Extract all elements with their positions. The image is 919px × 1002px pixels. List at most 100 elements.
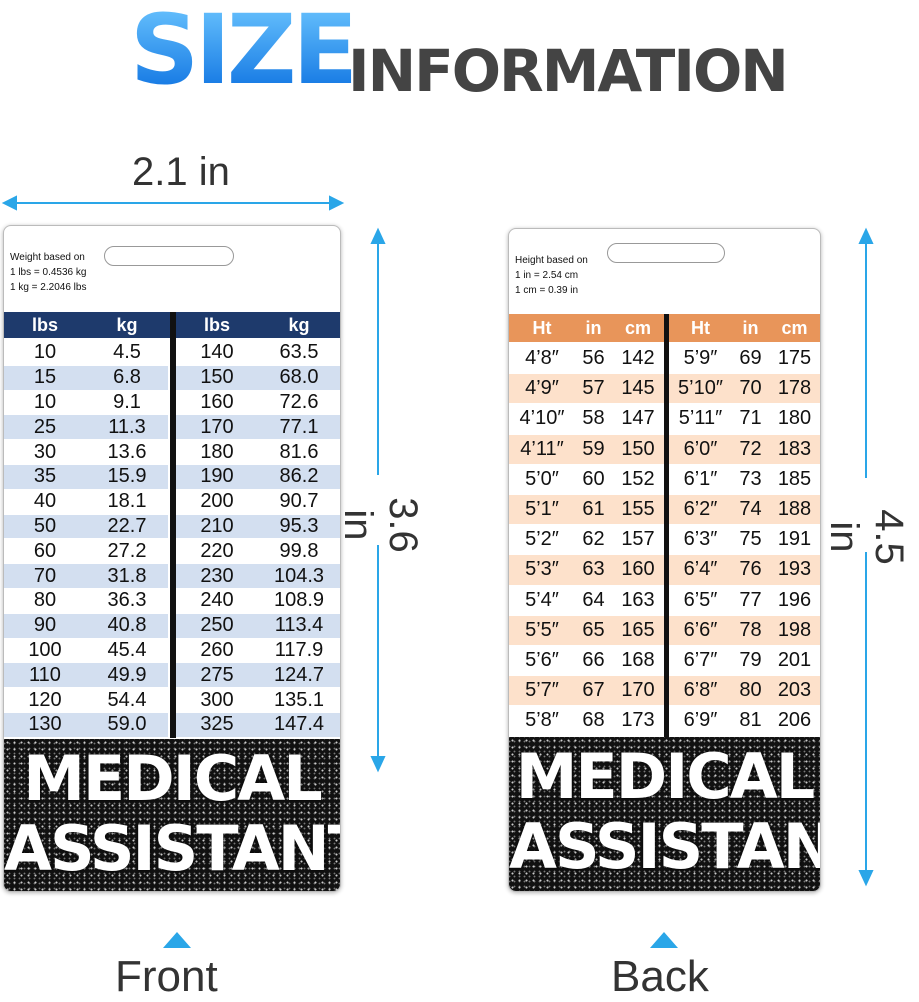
note-line: 1 lbs = 0.4536 kg	[10, 267, 87, 278]
table-cell: 25	[4, 415, 86, 440]
table-cell: 60	[575, 464, 612, 494]
table-cell: 5’1″	[509, 495, 575, 525]
table-cell: 6’2″	[669, 495, 732, 525]
table-cell: 191	[769, 525, 820, 555]
table-cell: 5’11″	[669, 404, 732, 434]
table-cell: 72	[732, 434, 769, 464]
table-cell: 15	[4, 365, 86, 390]
table-cell: 69	[732, 344, 769, 374]
table-cell: 95.3	[258, 514, 340, 539]
table-cell: 77	[732, 585, 769, 615]
banner-text: MEDICAL	[515, 740, 816, 813]
table-cell: 90	[4, 613, 86, 638]
table-cell: 5’0″	[509, 464, 575, 494]
table-cell: 60	[4, 539, 86, 564]
table-cell: 147	[612, 404, 664, 434]
banner-text: ASSISTANT	[4, 812, 341, 885]
table-cell: 18.1	[86, 489, 168, 514]
table-cell: 30	[4, 440, 86, 464]
table-cell: 76	[732, 555, 769, 585]
table-cell: 67	[575, 676, 612, 706]
table-cell: 77.1	[258, 415, 340, 440]
table-cell: 70	[4, 564, 86, 588]
table-cell: 100	[4, 638, 86, 663]
table-cell: 190	[176, 465, 258, 489]
header-cell: kg	[288, 314, 310, 335]
table-cell: 50	[4, 514, 86, 539]
table-cell: 73	[732, 464, 769, 494]
table-cell: 220	[176, 539, 258, 564]
table-cell: 63	[575, 555, 612, 585]
table-cell: 183	[769, 434, 820, 464]
table-cell: 79	[732, 646, 769, 676]
table-cell: 6’3″	[669, 525, 732, 555]
table-cell: 300	[176, 688, 258, 712]
table-cell: 140	[176, 341, 258, 365]
front-card: Weight based on 1 lbs = 0.4536 kg 1 kg = 2…	[3, 225, 341, 892]
table-cell: 150	[176, 365, 258, 390]
table-cell: 230	[176, 564, 258, 588]
table-cell: 81	[732, 706, 769, 736]
note-line: 1 kg = 2.2046 lbs	[10, 282, 87, 293]
table-cell: 49.9	[86, 663, 168, 688]
table-cell: 6’8″	[669, 676, 732, 706]
header-cell: Ht	[691, 317, 710, 338]
table-cell: 163	[612, 585, 664, 615]
table-cell: 201	[769, 646, 820, 676]
table-cell: 65	[575, 615, 612, 645]
table-cell: 59.0	[86, 713, 168, 737]
table-cell: 71	[732, 404, 769, 434]
table-cell: 157	[612, 525, 664, 555]
table-cell: 6’6″	[669, 615, 732, 645]
table-cell: 120	[4, 688, 86, 712]
table-cell: 240	[176, 589, 258, 613]
table-cell: 155	[612, 495, 664, 525]
table-cell: 260	[176, 638, 258, 663]
table-cell: 11.3	[86, 415, 168, 440]
table-cell: 10	[4, 390, 86, 415]
table-cell: 5’6″	[509, 646, 575, 676]
table-cell: 6’4″	[669, 555, 732, 585]
header-cell: lbs	[31, 314, 58, 335]
table-cell: 27.2	[86, 539, 168, 564]
note-line: 1 in = 2.54 cm	[515, 270, 579, 281]
banner-text: MEDICAL	[23, 742, 323, 815]
table-cell: 170	[176, 415, 258, 440]
table-cell: 57	[575, 374, 612, 404]
table-cell: 198	[769, 615, 820, 645]
table-cell: 75	[732, 525, 769, 555]
table-cell: 72.6	[258, 390, 340, 415]
table-cell: 35	[4, 465, 86, 489]
header-cell: cm	[624, 317, 651, 338]
table-cell: 325	[176, 713, 258, 737]
lanyard-slot	[104, 246, 234, 266]
table-cell: 5’9″	[669, 344, 732, 374]
table-cell: 59	[575, 434, 612, 464]
table-cell: 142	[612, 344, 664, 374]
table-cell: 13.6	[86, 440, 168, 464]
table-cell: 4’9″	[509, 374, 575, 404]
table-cell: 193	[769, 555, 820, 585]
header-cell: in	[742, 317, 759, 338]
table-cell: 6’5″	[669, 585, 732, 615]
table-cell: 196	[769, 585, 820, 615]
table-cell: 5’7″	[509, 676, 575, 706]
title-rest: INFORMATION	[348, 37, 789, 105]
table-cell: 5’8″	[509, 706, 575, 736]
header-cell: kg	[116, 314, 138, 335]
table-cell: 58	[575, 404, 612, 434]
table-cell: 173	[612, 706, 664, 736]
table-cell: 64	[575, 585, 612, 615]
table-cell: 5’10″	[669, 374, 732, 404]
table-cell: 80	[4, 589, 86, 613]
table-cell: 150	[612, 434, 664, 464]
table-cell: 31.8	[86, 564, 168, 588]
table-cell: 188	[769, 495, 820, 525]
table-cell: 54.4	[86, 688, 168, 712]
front-caption: Front	[115, 952, 218, 1001]
table-cell: 117.9	[258, 638, 340, 663]
